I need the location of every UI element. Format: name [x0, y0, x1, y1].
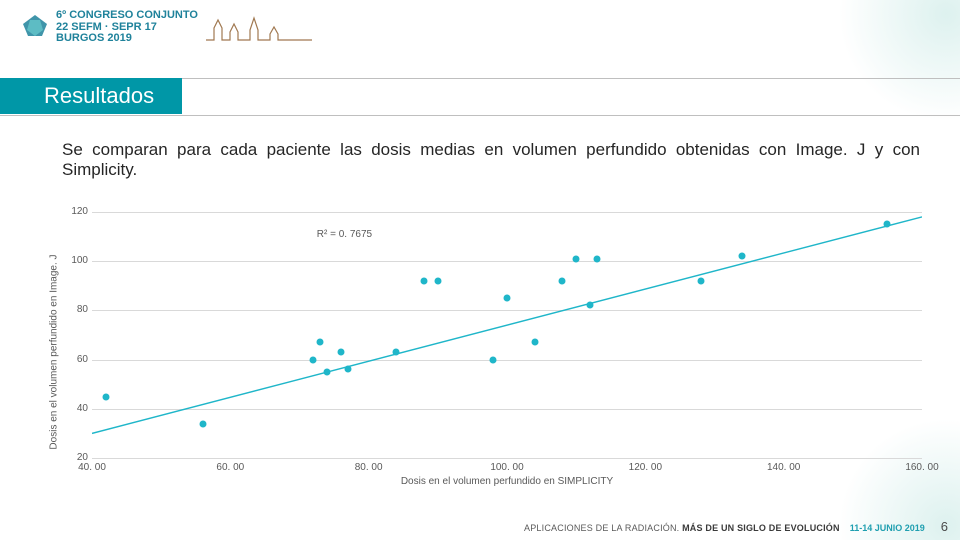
- section-title: Resultados: [0, 78, 182, 114]
- y-tick-label: 60: [64, 354, 88, 365]
- footer-motto-plain: APLICACIONES DE LA RADIACIÓN.: [524, 523, 679, 533]
- x-tick-label: 160. 00: [902, 462, 942, 473]
- scatter-point: [310, 356, 317, 363]
- y-tick-label: 100: [64, 255, 88, 266]
- logo-mark-icon: [20, 12, 50, 42]
- scatter-point: [531, 339, 538, 346]
- logo-line-2: 22 SEFM · SEPR 17: [56, 21, 157, 33]
- y-tick-label: 120: [64, 206, 88, 217]
- scatter-point: [739, 253, 746, 260]
- x-axis-label: Dosis en el volumen perfundido en SIMPLI…: [92, 476, 922, 487]
- scatter-point: [490, 356, 497, 363]
- footer-motto-bold: MÁS DE UN SIGLO DE EVOLUCIÓN: [682, 523, 840, 533]
- skyline-icon: [204, 10, 314, 44]
- scatter-point: [434, 277, 441, 284]
- page-number: 6: [941, 519, 948, 534]
- scatter-point: [102, 393, 109, 400]
- footer-dates: 11-14 JUNIO 2019: [850, 523, 925, 533]
- x-tick-label: 40. 00: [72, 462, 112, 473]
- congress-logo: 6º CONGRESO CONJUNTO 22 SEFM · SEPR 17 B…: [20, 10, 314, 45]
- scatter-point: [559, 277, 566, 284]
- scatter-point: [338, 349, 345, 356]
- scatter-point: [593, 255, 600, 262]
- x-tick-label: 140. 00: [764, 462, 804, 473]
- r-squared-label: R² = 0. 7675: [317, 229, 372, 240]
- scatter-point: [324, 368, 331, 375]
- x-tick-label: 80. 00: [349, 462, 389, 473]
- scatter-point: [587, 302, 594, 309]
- scatter-point: [573, 255, 580, 262]
- x-tick-label: 100. 00: [487, 462, 527, 473]
- plot-area: 2040608010012040. 0060. 0080. 00100. 001…: [92, 212, 922, 458]
- scatter-point: [317, 339, 324, 346]
- scatter-point: [421, 277, 428, 284]
- scatter-point: [393, 349, 400, 356]
- x-tick-label: 60. 00: [210, 462, 250, 473]
- x-tick-label: 120. 00: [625, 462, 665, 473]
- decor-top-right: [820, 0, 960, 140]
- footer-motto: APLICACIONES DE LA RADIACIÓN. MÁS DE UN …: [524, 523, 840, 533]
- gridline: [92, 458, 922, 459]
- scatter-chart: Dosis en el volumen perfundido en Image.…: [62, 212, 922, 492]
- scatter-point: [344, 366, 351, 373]
- y-tick-label: 40: [64, 403, 88, 414]
- y-tick-label: 80: [64, 304, 88, 315]
- trend-line: [92, 217, 922, 433]
- trend-svg: [92, 212, 922, 458]
- body-paragraph: Se comparan para cada paciente las dosis…: [62, 140, 920, 180]
- scatter-point: [504, 295, 511, 302]
- scatter-point: [884, 221, 891, 228]
- logo-line-3: BURGOS 2019: [56, 32, 132, 44]
- footer: APLICACIONES DE LA RADIACIÓN. MÁS DE UN …: [524, 519, 948, 534]
- scatter-point: [697, 277, 704, 284]
- scatter-point: [199, 420, 206, 427]
- y-axis-label: Dosis en el volumen perfundido en Image.…: [49, 254, 60, 449]
